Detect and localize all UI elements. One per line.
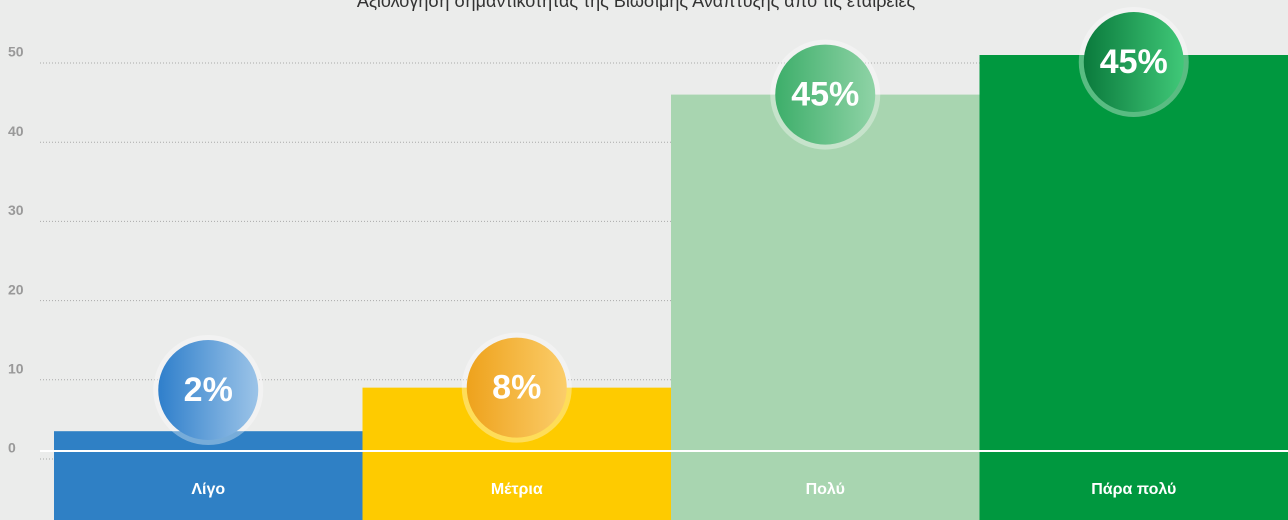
chart-title: Αξιολόγηση σημαντικότητας της Βιώσιμης Α… bbox=[357, 0, 916, 11]
badge-label: 8% bbox=[492, 369, 541, 407]
badge-label: 2% bbox=[184, 371, 233, 409]
bar bbox=[671, 94, 980, 520]
y-tick-label: 50 bbox=[8, 44, 24, 60]
badge-label: 45% bbox=[791, 76, 859, 114]
x-tick-label: Πάρα πολύ bbox=[1091, 481, 1176, 498]
y-tick-label: 0 bbox=[8, 440, 16, 456]
bar bbox=[979, 55, 1288, 520]
y-tick-label: 20 bbox=[8, 281, 24, 297]
x-tick-label: Πολύ bbox=[806, 481, 845, 498]
bar bbox=[54, 431, 363, 520]
badge-inner bbox=[158, 340, 259, 440]
badge-label: 45% bbox=[1100, 43, 1168, 81]
badge-inner bbox=[466, 337, 567, 438]
x-tick-label: Μέτρια bbox=[491, 481, 543, 498]
y-tick-label: 10 bbox=[8, 361, 24, 377]
badge-inner bbox=[775, 44, 876, 145]
y-tick-label: 30 bbox=[8, 202, 24, 218]
y-tick-label: 40 bbox=[8, 123, 24, 139]
badge-inner bbox=[1083, 12, 1184, 112]
x-tick-label: Λίγο bbox=[191, 481, 225, 498]
